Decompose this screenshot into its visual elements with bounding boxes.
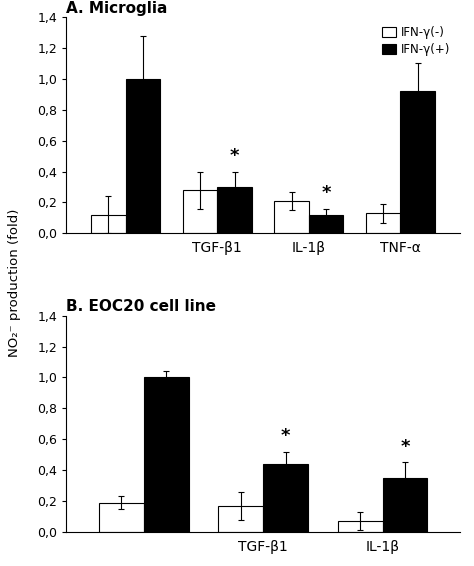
Bar (337, 521, 383, 532)
Bar (218, 506, 263, 532)
Bar (91, 215, 126, 233)
Text: *: * (230, 147, 239, 165)
Text: *: * (321, 185, 331, 203)
Bar (309, 215, 343, 233)
Bar (217, 187, 252, 233)
Bar (401, 91, 435, 233)
Bar (144, 378, 189, 532)
Bar (126, 79, 160, 233)
Bar (99, 503, 144, 532)
Text: A. Microglia: A. Microglia (66, 1, 168, 16)
Bar (183, 190, 217, 233)
Bar (274, 201, 309, 233)
Legend: IFN-γ(-), IFN-γ(+): IFN-γ(-), IFN-γ(+) (379, 23, 454, 59)
Text: *: * (281, 427, 290, 445)
Text: B. EOC20 cell line: B. EOC20 cell line (66, 299, 216, 315)
Bar (366, 213, 401, 233)
Text: NO₂⁻ production (fold): NO₂⁻ production (fold) (8, 209, 21, 357)
Bar (263, 464, 308, 532)
Text: *: * (400, 438, 410, 456)
Bar (383, 478, 428, 532)
